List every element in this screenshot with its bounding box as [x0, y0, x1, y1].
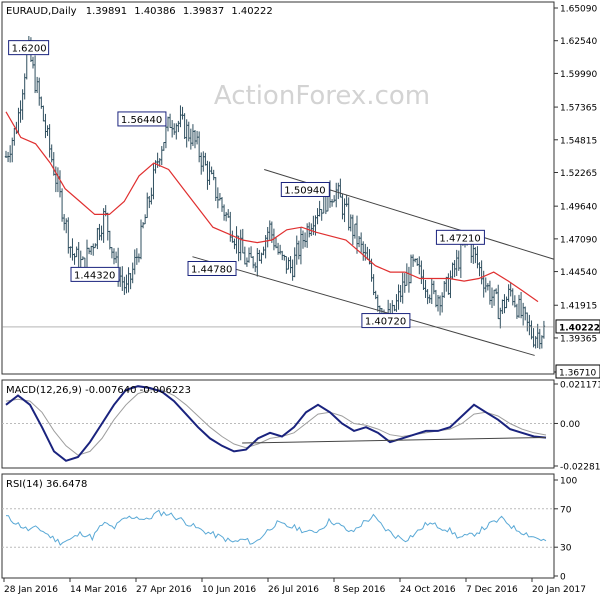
lower-channel-line: [192, 256, 535, 356]
price-annotation-label: 1.44320: [74, 270, 115, 281]
high-value: 1.40386: [134, 6, 175, 17]
price-annotation-label: 1.47210: [439, 233, 480, 244]
x-tick-label: 8 Sep 2016: [334, 585, 386, 595]
macd-title: MACD(12,26,9) -0.007640 -0.006223: [6, 385, 191, 396]
price-annotation-box: [361, 313, 411, 329]
rsi-tick-label: 100: [560, 477, 577, 487]
x-tick-label: 27 Apr 2016: [136, 585, 192, 595]
price-tick-label: 1.54815: [560, 136, 597, 146]
x-tick-label: 10 Jun 2016: [202, 585, 256, 595]
bottom-price-label: 1.36710: [559, 369, 596, 379]
price-annotation-label: 1.40720: [365, 317, 406, 328]
macd-panel: [1, 379, 555, 469]
price-annotation-label: 1.56440: [121, 115, 162, 126]
macd-tick-label: 0.021171: [560, 381, 600, 391]
price-tick-label: 1.49640: [560, 203, 597, 213]
rsi-line: [5, 509, 547, 546]
x-tick-label: 26 Jul 2016: [268, 585, 319, 595]
price-tick-label: 1.39365: [560, 334, 597, 344]
price-annotation-label: 1.6200: [12, 44, 47, 55]
price-annotation-box: [70, 266, 120, 282]
price-annotation-box: [117, 111, 167, 127]
rsi-panel: [1, 473, 555, 579]
macd-trendline: [242, 436, 546, 444]
price-tick-label: 1.57365: [560, 104, 597, 114]
price-tick-label: 1.47090: [560, 235, 597, 245]
timeframe: Daily: [51, 6, 76, 17]
price-panel: [1, 1, 555, 375]
price-tick-label: 1.52265: [560, 169, 597, 179]
current-price-box: [555, 319, 600, 334]
rsi-lines: 100 70 30 0: [2, 477, 577, 583]
price-annotation-box: [187, 260, 237, 276]
close-value: 1.40222: [231, 6, 272, 17]
macd-lines: 0.021171 0.00 -0.022814: [2, 381, 600, 473]
rsi-tick-label: 30: [560, 544, 572, 554]
x-tick-label: 20 Jan 2017: [532, 585, 586, 595]
price-axis: 1.65090 1.62540 1.59990 1.57365 1.54815 1.522…: [554, 5, 600, 379]
symbol: EURAUD: [6, 6, 48, 17]
rsi-title: RSI(14) 36.6478: [6, 479, 87, 490]
x-tick-label: 24 Oct 2016: [400, 585, 456, 595]
price-tick-label: 1.65090: [560, 5, 597, 15]
price-overlays: 1.6200 1.56440 1.44320 1.44780 1.50940 1.4072…: [2, 40, 555, 356]
price-tick-label: 1.41915: [560, 302, 597, 312]
price-tick-label: 1.59990: [560, 70, 597, 80]
rsi-tick-label: 70: [560, 505, 572, 515]
price-tick-label: 1.44540: [560, 268, 597, 278]
low-value: 1.39837: [183, 6, 224, 17]
chart-header: EURAUD,Daily 1.39891 1.40386 1.39837 1.4…: [6, 6, 273, 17]
price-bars: [4, 36, 546, 350]
rsi-tick-label: 0: [560, 573, 566, 583]
watermark: ActionForex.com: [214, 81, 430, 111]
x-tick-label: 28 Jan 2016: [4, 585, 58, 595]
current-price-label: 1.40222: [559, 323, 600, 333]
macd-signal-line: [5, 389, 547, 456]
x-tick-label: 7 Dec 2016: [466, 585, 518, 595]
macd-tick-label: 0.00: [560, 420, 580, 430]
bottom-price-box: [555, 364, 600, 379]
price-annotation-label: 1.50940: [284, 185, 325, 196]
price-annotation-box: [8, 40, 50, 56]
price-annotation-label: 1.44780: [191, 264, 232, 275]
macd-tick-label: -0.022814: [560, 463, 600, 473]
moving-average-line: [5, 111, 539, 303]
open-value: 1.39891: [86, 6, 127, 17]
price-annotation-box: [280, 181, 330, 197]
price-annotation-box: [435, 229, 485, 245]
x-axis: 28 Jan 2016 14 Mar 2016 27 Apr 2016 10 Jun …: [3, 578, 586, 595]
x-tick-label: 14 Mar 2016: [70, 585, 127, 595]
macd-line: [5, 385, 547, 462]
price-tick-label: 1.62540: [560, 37, 597, 47]
